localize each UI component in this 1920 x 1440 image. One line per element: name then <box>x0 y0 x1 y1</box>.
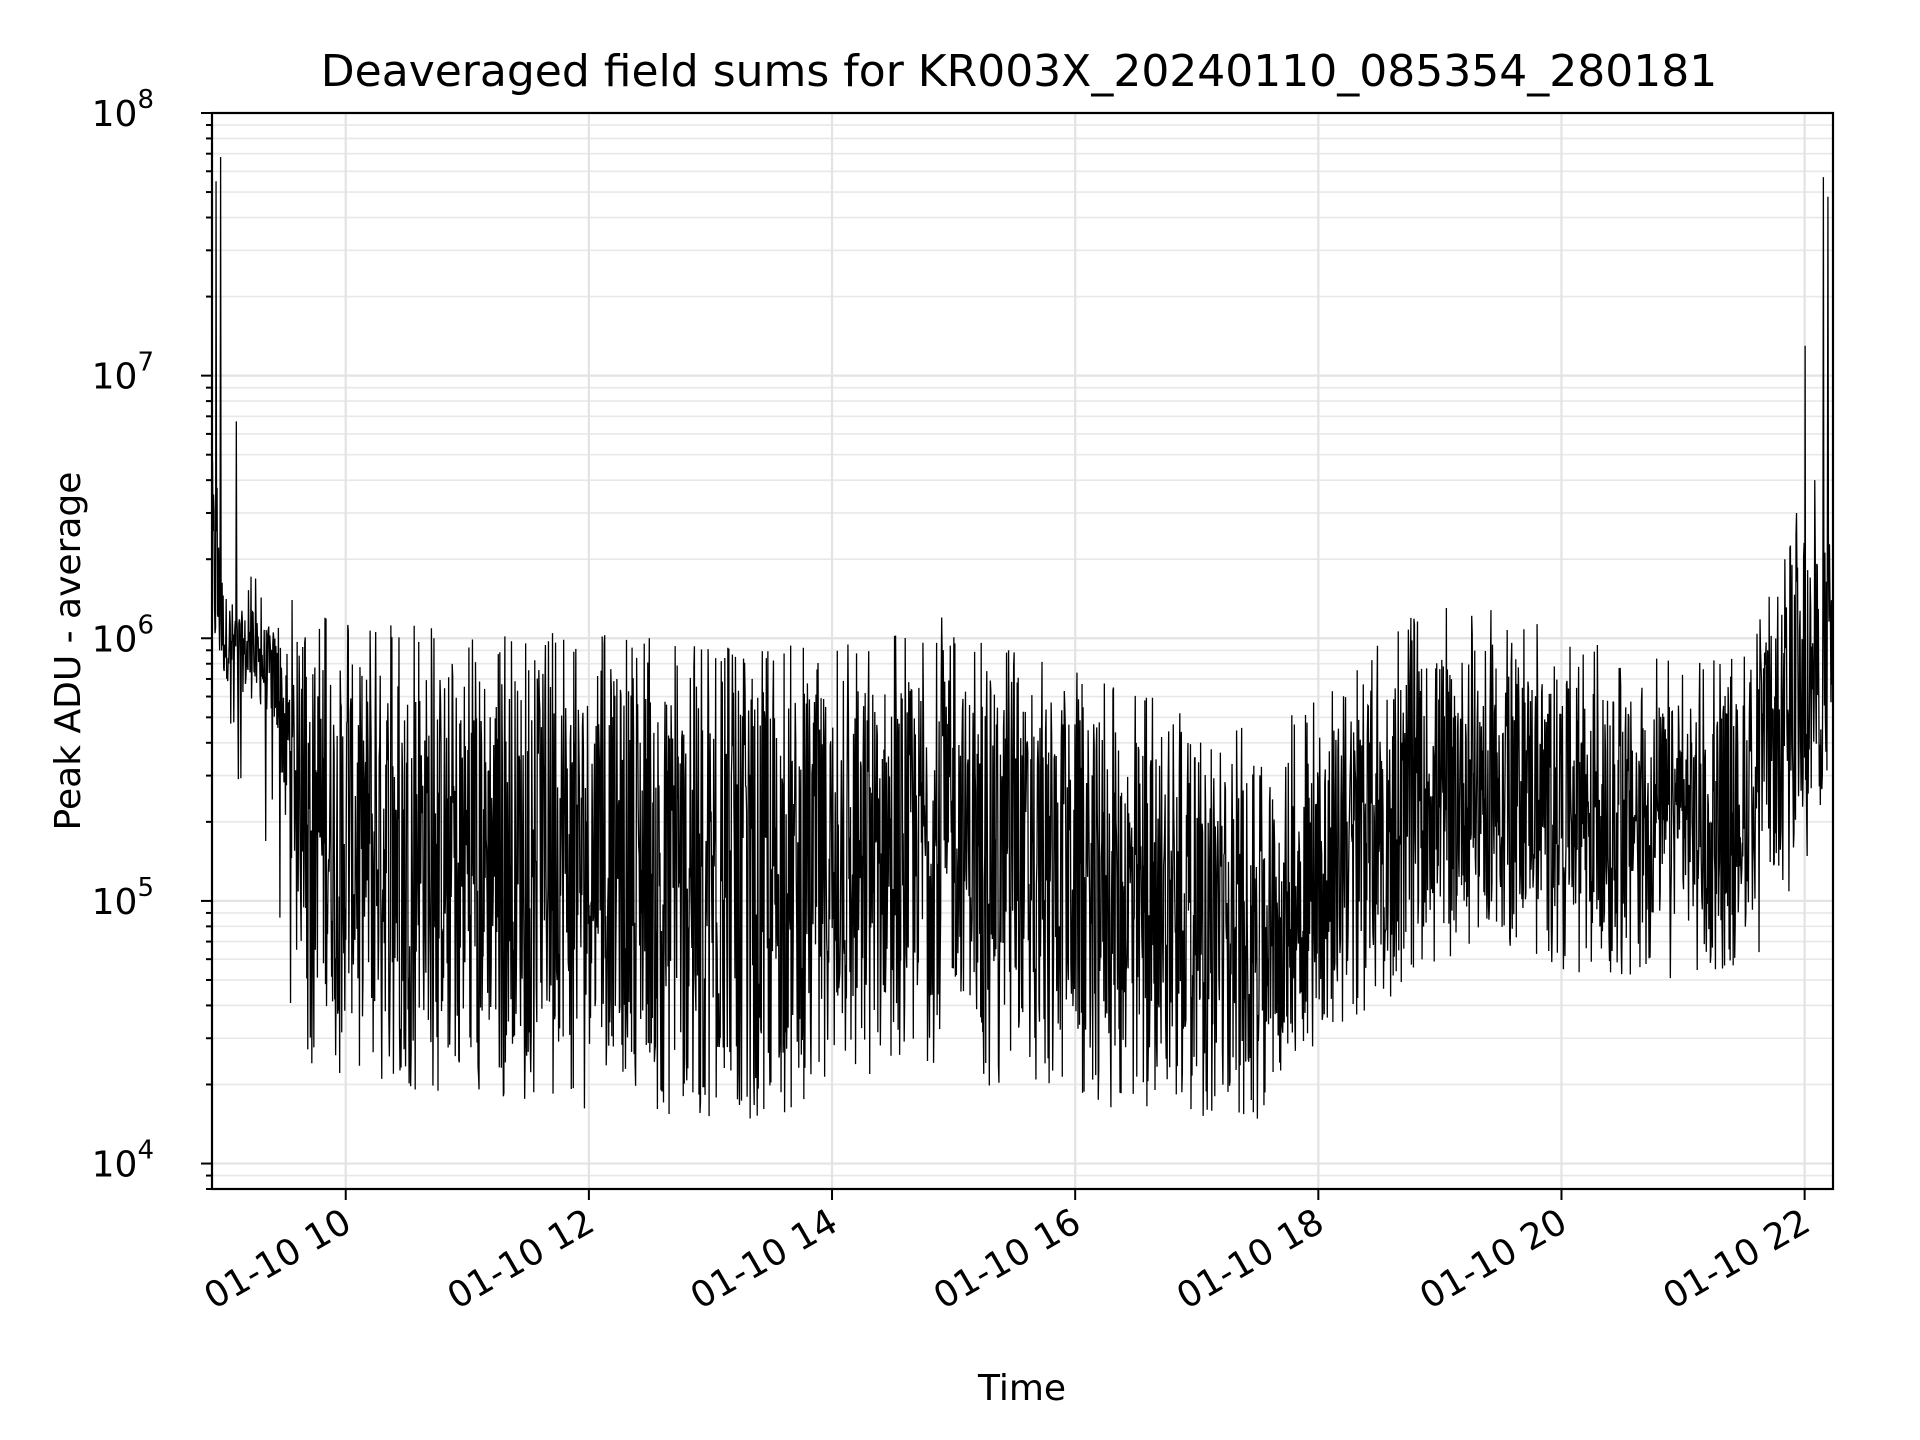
chart-title: Deaveraged field sums for KR003X_2024011… <box>321 46 1717 97</box>
y-tick-label: 107 <box>92 348 154 398</box>
series-line <box>212 156 1833 1119</box>
y-tick-label: 108 <box>92 85 154 135</box>
x-axis-label: Time <box>977 1368 1066 1409</box>
plot-area <box>212 156 1833 1119</box>
y-axis-label: Peak ADU - average <box>48 472 89 831</box>
